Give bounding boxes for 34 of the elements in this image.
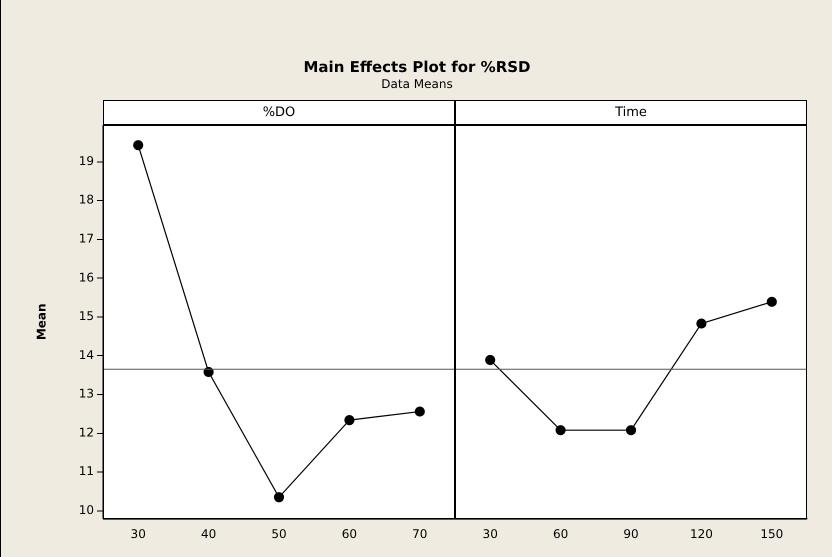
point: [274, 492, 284, 502]
y-axis-title: Mean: [34, 303, 48, 340]
chart-title: %DO: [103, 100, 455, 125]
point: [133, 140, 144, 150]
x-tick-label: 60: [552, 526, 568, 541]
y-tick-label: 11: [78, 464, 94, 478]
x-tick-label: 150: [760, 526, 784, 541]
y-tick-label: 13: [78, 386, 94, 401]
point: [696, 318, 706, 329]
chart-title: Time: [455, 100, 807, 125]
y-tick-label: 15: [78, 309, 94, 324]
y-tick-label: 14: [78, 348, 94, 362]
text: Data Means: [380, 77, 454, 91]
point: [626, 425, 636, 436]
point: [485, 354, 496, 366]
y-tick-label: 17: [78, 232, 94, 246]
point: [556, 425, 566, 436]
point: [344, 415, 354, 426]
x-tick-label: 40: [200, 526, 216, 541]
x-tick-label: 50: [271, 526, 287, 541]
y-tick-label: 10: [78, 502, 94, 517]
x-tick-label: 120: [690, 526, 713, 541]
x-tick-label: 70: [412, 526, 428, 541]
y-tick-label: 12: [78, 425, 94, 440]
text: Main Effects Plot for %RSD: [302, 58, 532, 76]
y-tick-label: 19: [78, 154, 94, 168]
x-tick-label: 30: [130, 526, 146, 541]
x-tick-label: 30: [482, 526, 498, 541]
x-tick-label: 90: [623, 526, 639, 541]
y-tick-label: 18: [78, 192, 94, 207]
point: [766, 296, 777, 307]
y-tick-label: 16: [78, 270, 94, 284]
point: [414, 406, 425, 417]
x-tick-label: 60: [342, 526, 358, 541]
